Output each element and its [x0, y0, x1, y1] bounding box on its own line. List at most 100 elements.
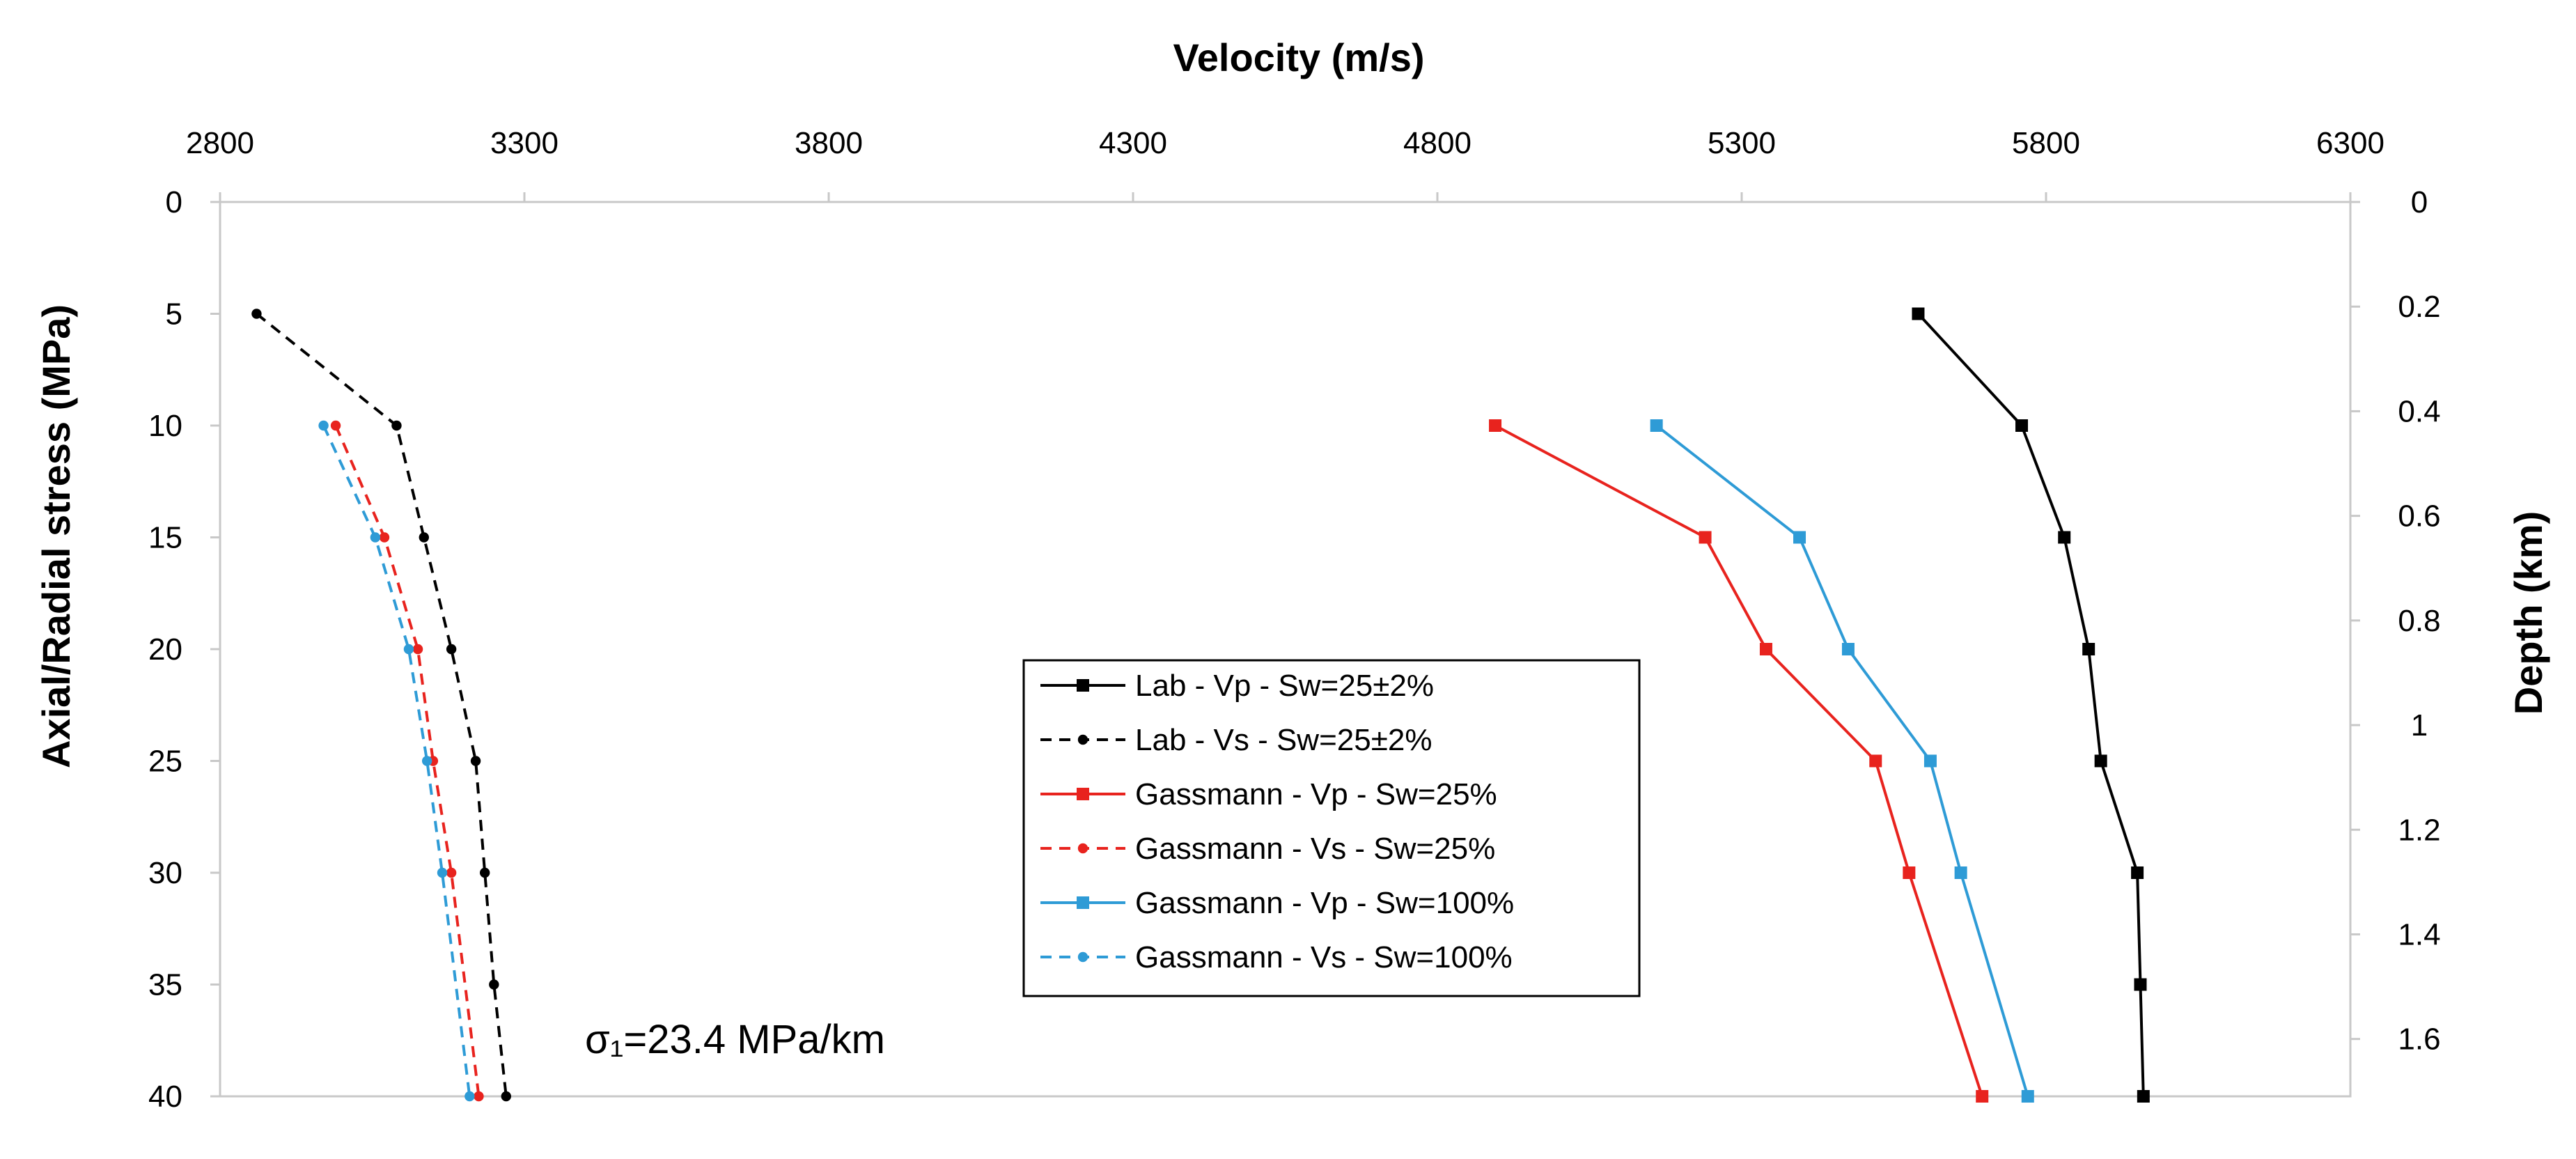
y-tick-label: 30	[148, 856, 182, 890]
data-point	[2134, 978, 2147, 991]
legend-entry: Gassmann - Vp - Sw=100%	[1040, 886, 1514, 920]
legend-entry: Gassmann - Vs - Sw=100%	[1040, 940, 1513, 974]
data-point	[1954, 866, 1967, 879]
series-1	[1912, 307, 2150, 1103]
y2-tick-label: 1.2	[2398, 813, 2440, 847]
legend-label: Gassmann - Vp - Sw=25%	[1135, 777, 1497, 811]
data-point	[1793, 531, 1806, 544]
legend-entry: Lab - Vs - Sw=25±2%	[1040, 723, 1432, 757]
data-point	[421, 756, 432, 766]
data-point	[489, 979, 499, 990]
series-line	[334, 425, 481, 1097]
series-4	[330, 420, 484, 1102]
series-6	[318, 420, 475, 1102]
x-tick-label: 6300	[2316, 126, 2384, 160]
legend-entry: Gassmann - Vs - Sw=25%	[1040, 832, 1495, 866]
x-tick-label: 4800	[1403, 126, 1472, 160]
data-point	[391, 420, 402, 431]
data-point	[1489, 419, 1502, 432]
legend-marker	[1077, 843, 1088, 854]
data-point	[2082, 643, 2095, 655]
y2-tick-label: 0.4	[2398, 394, 2440, 428]
series-line	[322, 425, 471, 1097]
data-point	[403, 644, 414, 655]
y-tick-label: 5	[166, 297, 182, 332]
legend-marker	[1077, 788, 1089, 800]
y2-tick-label: 0.2	[2398, 290, 2440, 324]
y-axis-title: Axial/Radial stress (MPa)	[34, 304, 78, 768]
y2-tick-label: 1.4	[2398, 917, 2440, 951]
y-tick-label: 25	[148, 745, 182, 779]
series-2	[251, 309, 511, 1102]
y-tick-label: 40	[148, 1080, 182, 1114]
legend-marker	[1077, 896, 1089, 909]
legend-marker	[1077, 734, 1088, 745]
secondary-y-axis-title: Depth (km)	[2506, 511, 2550, 715]
legend-label: Gassmann - Vs - Sw=100%	[1135, 940, 1513, 974]
data-point	[474, 1091, 484, 1102]
data-point	[2094, 754, 2107, 768]
data-point	[446, 867, 457, 878]
y2-tick-label: 0	[2411, 185, 2428, 219]
data-point	[1759, 643, 1772, 655]
data-point	[437, 867, 448, 878]
legend-label: Lab - Vs - Sw=25±2%	[1135, 723, 1432, 757]
data-point	[370, 532, 381, 543]
data-point	[479, 867, 490, 878]
data-point	[501, 1091, 511, 1102]
data-point	[318, 420, 329, 431]
y-tick-label: 35	[148, 968, 182, 1002]
data-point	[419, 532, 429, 543]
data-point	[2015, 419, 2029, 432]
data-point	[2021, 1090, 2034, 1103]
legend-entry: Lab - Vp - Sw=25±2%	[1040, 669, 1434, 703]
data-point	[1650, 419, 1663, 432]
x-tick-label: 5800	[2012, 126, 2080, 160]
x-tick-label: 3800	[795, 126, 863, 160]
data-point	[1976, 1090, 1989, 1103]
y-tick-label: 15	[148, 521, 182, 555]
series-line	[1494, 424, 1984, 1097]
data-point	[2131, 866, 2144, 879]
y2-tick-label: 0.8	[2398, 604, 2440, 638]
x-tick-label: 2800	[186, 126, 254, 160]
x-tick-label: 4300	[1099, 126, 1167, 160]
data-point	[1923, 754, 1937, 768]
data-point	[330, 420, 341, 431]
y-tick-label: 0	[166, 185, 182, 219]
stress-gradient-annotation: σ₁=23.4 MPa/km	[585, 1017, 885, 1062]
x-tick-label: 5300	[1708, 126, 1776, 160]
y2-tick-label: 1.6	[2398, 1022, 2440, 1057]
data-point	[1699, 531, 1712, 544]
y-tick-label: 20	[148, 632, 182, 667]
series-3	[1489, 419, 1989, 1103]
data-point	[470, 756, 481, 766]
data-point	[251, 309, 262, 319]
legend-label: Lab - Vp - Sw=25±2%	[1135, 669, 1434, 703]
legend-label: Gassmann - Vs - Sw=25%	[1135, 832, 1495, 866]
legend-marker	[1077, 679, 1089, 692]
series-line	[1917, 313, 2145, 1097]
data-point	[1912, 307, 1925, 320]
data-point	[1869, 754, 1882, 768]
data-point	[2137, 1090, 2150, 1103]
data-point	[1841, 643, 1855, 655]
x-axis-title: Velocity (m/s)	[1173, 36, 1424, 79]
series-line	[256, 312, 508, 1097]
legend-box	[1022, 659, 1641, 997]
legend-entry: Gassmann - Vp - Sw=25%	[1040, 777, 1497, 811]
legend-label: Gassmann - Vp - Sw=100%	[1135, 886, 1514, 920]
data-point	[379, 532, 390, 543]
x-tick-label: 3300	[490, 126, 559, 160]
data-point	[465, 1091, 475, 1102]
y2-tick-label: 1	[2411, 708, 2428, 742]
series-line	[1655, 424, 2029, 1097]
data-point	[1903, 866, 1916, 879]
data-point	[2058, 531, 2071, 544]
data-point	[412, 644, 423, 655]
legend-marker	[1077, 951, 1088, 963]
series-5	[1650, 419, 2034, 1103]
y2-tick-label: 0.6	[2398, 499, 2440, 534]
data-point	[446, 644, 457, 655]
